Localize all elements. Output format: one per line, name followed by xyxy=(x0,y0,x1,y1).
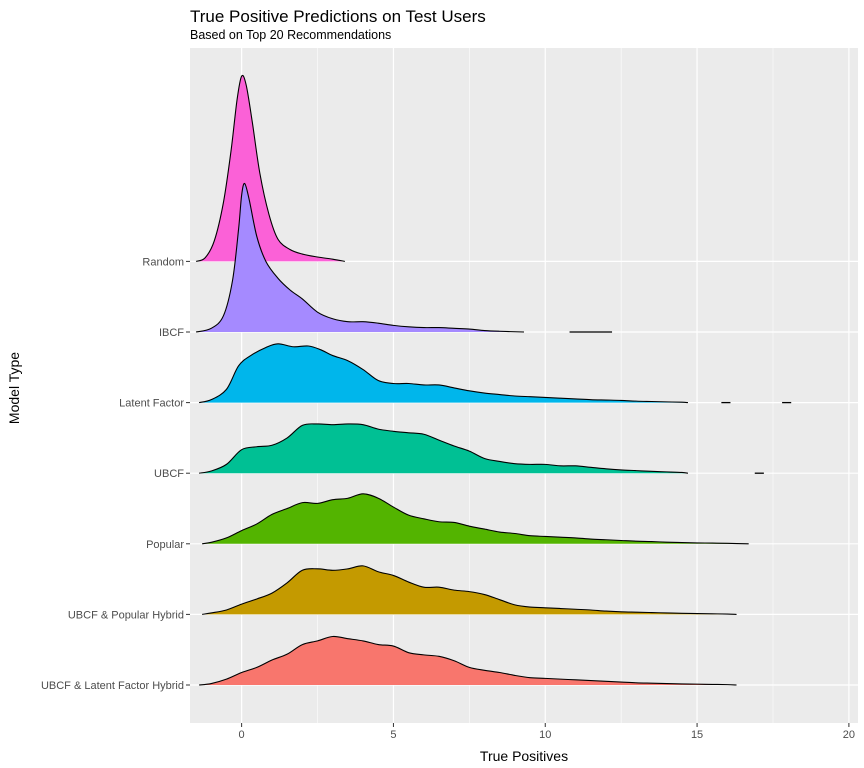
y-tick-label-ubcf-and-latent-factor-hybrid: UBCF & Latent Factor Hybrid xyxy=(41,680,184,692)
ridge-line-ubcf-and-popular-hybrid xyxy=(202,565,737,615)
x-tick-label: 20 xyxy=(843,729,855,741)
y-tick-label-random: Random xyxy=(142,256,184,268)
y-tick-label-latent-factor: Latent Factor xyxy=(119,398,184,410)
ridge-area-ubcf-and-popular-hybrid xyxy=(202,565,737,615)
x-axis: 0 5 10 15 20 xyxy=(239,723,855,741)
ridge-line-ubcf xyxy=(199,423,689,474)
y-axis: UBCF & Latent Factor Hybrid UBCF & Popula… xyxy=(41,256,190,692)
y-tick-label-ibcf: IBCF xyxy=(159,327,184,339)
y-tick-label-popular: Popular xyxy=(146,539,184,551)
ridge-line-ubcf-and-latent-factor-hybrid xyxy=(199,635,737,686)
chart-title: True Positive Predictions on Test Users xyxy=(190,7,486,26)
x-axis-title: True Positives xyxy=(480,748,568,764)
ridge-line-latent-factor xyxy=(198,343,688,404)
ridge-area-random xyxy=(196,75,345,262)
ridge-area-ibcf xyxy=(196,183,524,332)
ridge-line-popular xyxy=(202,493,749,545)
ridge-area-popular xyxy=(202,493,749,544)
ridge-area-latent-factor xyxy=(199,343,688,403)
ridge-area-ubcf-and-latent-factor-hybrid xyxy=(199,636,737,685)
x-tick-label: 15 xyxy=(691,729,703,741)
chart-subtitle: Based on Top 20 Recommendations xyxy=(190,28,391,42)
x-tick-label: 10 xyxy=(539,729,551,741)
ridges xyxy=(195,74,792,686)
y-tick-label-ubcf: UBCF xyxy=(154,468,184,480)
y-tick-label-ubcf-and-popular-hybrid: UBCF & Popular Hybrid xyxy=(68,609,184,621)
ridge-line-ibcf xyxy=(195,182,525,333)
ridge-line-random xyxy=(195,74,345,262)
y-axis-title: Model Type xyxy=(6,352,22,424)
x-tick-label: 5 xyxy=(390,729,396,741)
x-tick-label: 0 xyxy=(239,729,245,741)
ridge-area-ubcf xyxy=(199,423,688,474)
